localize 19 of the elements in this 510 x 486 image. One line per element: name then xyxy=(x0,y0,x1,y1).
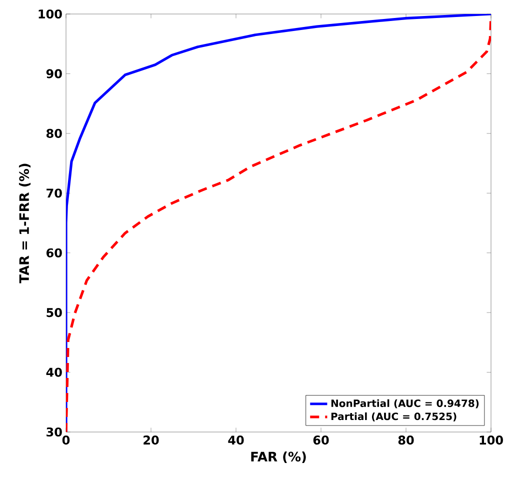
y-tick-label: 40 xyxy=(46,368,62,377)
y-tick-label: 60 xyxy=(46,248,62,258)
x-tick-label: 20 xyxy=(144,436,159,445)
y-tick-label: 90 xyxy=(46,69,62,78)
y-axis-title: TAR = 1-FRR (%) xyxy=(18,164,31,284)
line-series xyxy=(66,14,492,432)
y-tick-label: 70 xyxy=(46,188,62,198)
y-tick-label: 30 xyxy=(46,427,62,437)
x-tick-label: 100 xyxy=(480,436,503,445)
y-tick-label: 100 xyxy=(38,9,62,19)
y-tick-label: 50 xyxy=(46,308,62,318)
y-tick-label: 80 xyxy=(46,128,62,138)
x-tick-label: 60 xyxy=(313,436,329,445)
x-tick-label: 40 xyxy=(228,436,244,445)
legend-label: NonPartial (AUC = 0.9478) xyxy=(331,399,479,408)
x-tick-label: 80 xyxy=(398,436,414,445)
legend-label: Partial (AUC = 0.7525) xyxy=(331,412,456,422)
x-axis-title: FAR (%) xyxy=(251,451,306,464)
x-tick-label: 0 xyxy=(62,436,70,445)
